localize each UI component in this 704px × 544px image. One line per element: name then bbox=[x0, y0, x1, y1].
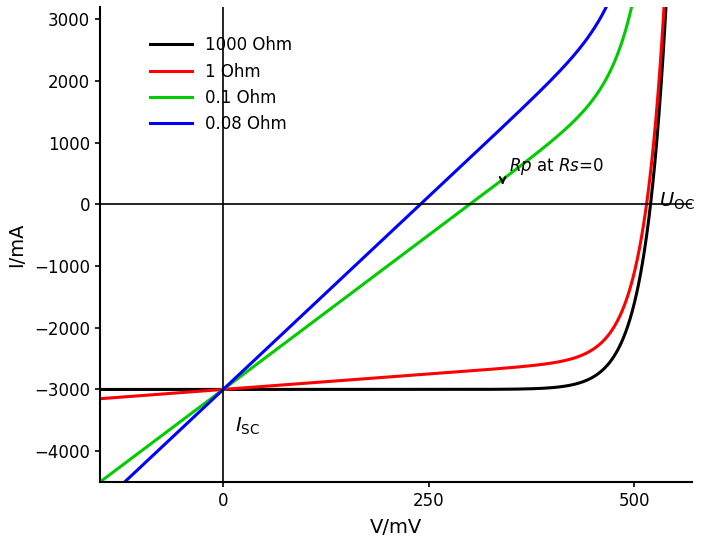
1000 Ohm bbox=[558, 383, 567, 390]
1000 Ohm bbox=[96, 386, 104, 393]
0.1 Ohm bbox=[382, 264, 390, 271]
0.08 Ohm bbox=[558, 65, 567, 71]
0.1 Ohm bbox=[366, 276, 375, 282]
0.08 Ohm bbox=[366, 249, 375, 255]
0.08 Ohm bbox=[126, 474, 134, 480]
Y-axis label: I/mA: I/mA bbox=[7, 222, 26, 267]
1 Ohm bbox=[382, 374, 390, 380]
1 Ohm bbox=[126, 393, 134, 400]
1 Ohm bbox=[366, 375, 375, 382]
Line: 1000 Ohm: 1000 Ohm bbox=[100, 0, 688, 390]
Legend: 1000 Ohm, 1 Ohm, 0.1 Ohm, 0.08 Ohm: 1000 Ohm, 1 Ohm, 0.1 Ohm, 0.08 Ohm bbox=[144, 29, 299, 140]
X-axis label: V/mV: V/mV bbox=[370, 518, 422, 537]
Text: $I_{\rm SC}$: $I_{\rm SC}$ bbox=[234, 416, 260, 437]
Line: 0.1 Ohm: 0.1 Ohm bbox=[100, 0, 688, 482]
0.1 Ohm bbox=[96, 479, 104, 485]
Text: $U_{\rm OC}$: $U_{\rm OC}$ bbox=[659, 190, 695, 212]
1000 Ohm bbox=[366, 386, 375, 393]
1000 Ohm bbox=[382, 386, 390, 393]
Text: $Rp$ at $Rs$=0: $Rp$ at $Rs$=0 bbox=[509, 156, 604, 177]
1000 Ohm bbox=[126, 386, 134, 393]
0.1 Ohm bbox=[558, 128, 567, 135]
Line: 0.08 Ohm: 0.08 Ohm bbox=[100, 0, 688, 505]
1 Ohm bbox=[96, 395, 104, 402]
1 Ohm bbox=[558, 358, 567, 364]
0.08 Ohm bbox=[382, 234, 390, 240]
0.08 Ohm bbox=[96, 502, 104, 509]
Line: 1 Ohm: 1 Ohm bbox=[100, 0, 688, 399]
0.1 Ohm bbox=[126, 456, 134, 463]
